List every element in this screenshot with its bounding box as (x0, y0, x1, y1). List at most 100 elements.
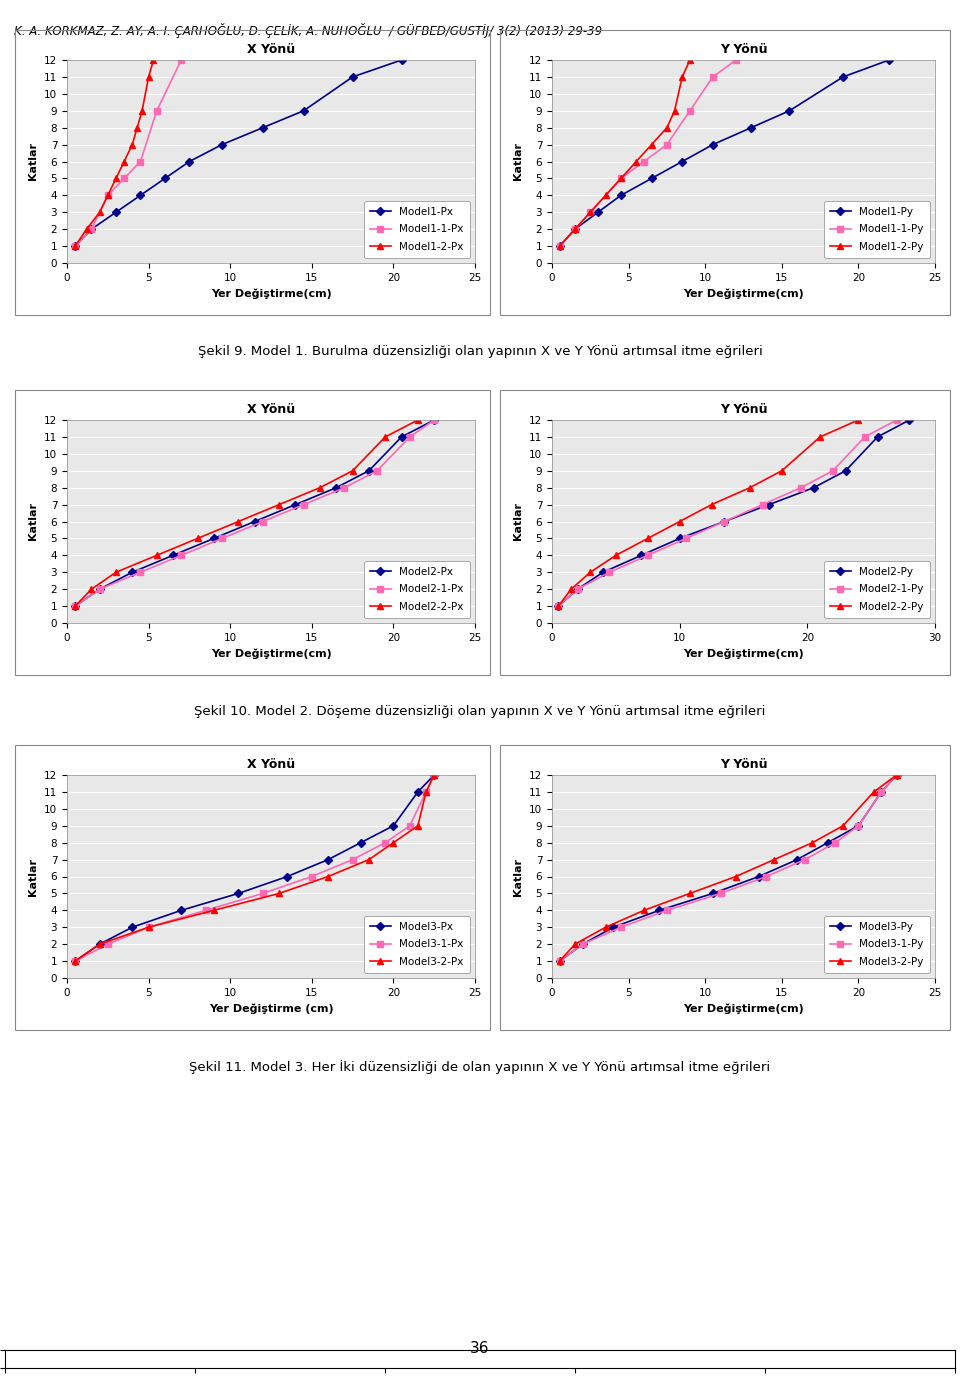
Model1-1-Px (151, 102, 162, 118)
Model3-2-Py (768, 852, 780, 868)
Model3-1-Py (577, 936, 588, 952)
Model3-1-Py (760, 868, 772, 885)
Model1-1-Py (731, 52, 742, 69)
Model3-1-Py (876, 784, 887, 801)
Model1-Px (69, 238, 81, 255)
Model2-1-Py (681, 530, 692, 546)
Model2-Py (808, 479, 820, 495)
Title: X Yönü: X Yönü (247, 43, 295, 56)
Y-axis label: Katlar: Katlar (514, 857, 523, 896)
Model2-Px (94, 581, 106, 597)
Model2-1-Py (859, 429, 871, 446)
Line: Model2-1-Px: Model2-1-Px (72, 417, 437, 608)
Model2-Px (290, 497, 301, 513)
Model1-Py (592, 204, 604, 220)
Model3-1-Px (200, 903, 211, 919)
Legend: Model2-Px, Model2-1-Px, Model2-2-Px: Model2-Px, Model2-1-Px, Model2-2-Px (364, 560, 469, 618)
X-axis label: Yer Değiştirme(cm): Yer Değiştirme(cm) (684, 648, 804, 659)
Model3-Py (608, 919, 619, 936)
Model3-Py (822, 834, 833, 850)
Line: Model3-2-Px: Model3-2-Px (72, 772, 437, 963)
Model3-1-Py (829, 834, 841, 850)
Line: Model3-1-Py: Model3-1-Py (557, 772, 900, 963)
Model3-2-Py (554, 952, 565, 969)
Model2-1-Px (372, 462, 383, 479)
Model2-Px (208, 530, 220, 546)
Model3-Px (232, 885, 244, 901)
Model2-Py (763, 497, 775, 513)
Model2-2-Px (232, 513, 244, 530)
Model1-Py (745, 120, 756, 136)
Model2-Px (428, 411, 440, 428)
Model2-2-Py (610, 548, 621, 564)
Model2-2-Px (151, 548, 162, 564)
Model2-1-Px (339, 479, 350, 495)
Model3-Py (852, 817, 864, 834)
Line: Model3-1-Px: Model3-1-Px (72, 772, 437, 963)
Title: Y Yönü: Y Yönü (720, 43, 767, 56)
Model2-Px (127, 564, 138, 581)
Model3-1-Px (379, 834, 391, 850)
Model1-2-Px (81, 222, 92, 238)
Title: X Yönü: X Yönü (247, 758, 295, 771)
Model3-2-Px (363, 852, 374, 868)
Model3-2-Px (143, 919, 155, 936)
Model3-1-Py (891, 766, 902, 783)
Model2-2-Px (347, 462, 358, 479)
Model3-1-Py (852, 817, 864, 834)
Line: Model2-2-Px: Model2-2-Px (72, 417, 420, 608)
Model3-2-Py (731, 868, 742, 885)
Model3-2-Px (208, 903, 220, 919)
Model2-Py (840, 462, 852, 479)
Model1-2-Px (132, 120, 143, 136)
Model3-Px (176, 903, 187, 919)
Model1-Py (554, 238, 565, 255)
Model2-1-Px (134, 564, 146, 581)
Model1-Px (396, 52, 407, 69)
Model3-2-Px (323, 868, 334, 885)
Legend: Model3-Px, Model3-1-Px, Model3-2-Px: Model3-Px, Model3-1-Px, Model3-2-Px (364, 915, 469, 973)
Model1-2-Py (631, 153, 642, 169)
Model2-2-Px (192, 530, 204, 546)
Model1-1-Py (684, 102, 696, 118)
Model3-Px (281, 868, 293, 885)
Model3-1-Px (257, 885, 269, 901)
Model1-Px (298, 102, 309, 118)
Model3-2-Px (94, 936, 106, 952)
Model1-Py (569, 222, 581, 238)
X-axis label: Yer Değiştirme(cm): Yer Değiştirme(cm) (684, 289, 804, 299)
Model1-Px (183, 153, 195, 169)
Model3-Px (127, 919, 138, 936)
Model1-Py (708, 136, 719, 153)
Model3-2-Py (684, 885, 696, 901)
Model1-1-Px (85, 222, 97, 238)
Model2-1-Py (828, 462, 839, 479)
Model3-1-Px (428, 766, 440, 783)
Model2-2-Py (585, 564, 596, 581)
Model1-Px (257, 120, 269, 136)
Model3-1-Px (306, 868, 318, 885)
Model1-2-Px (69, 238, 81, 255)
Model3-2-Px (388, 834, 399, 850)
Model2-2-Py (706, 497, 717, 513)
Model1-2-Px (127, 136, 138, 153)
Model1-1-Py (569, 222, 581, 238)
Model3-2-Py (891, 766, 902, 783)
Model1-1-Px (102, 187, 113, 204)
Model1-2-Px (110, 171, 122, 187)
Model2-1-Px (69, 597, 81, 614)
Model1-1-Px (176, 52, 187, 69)
Y-axis label: Katlar: Katlar (29, 143, 38, 180)
Text: Şekil 11. Model 3. Her İki düzensizliği de olan yapının X ve Y Yönü artımsal itm: Şekil 11. Model 3. Her İki düzensizliği … (189, 1060, 771, 1075)
Model2-Py (872, 429, 883, 446)
Model1-2-Py (585, 204, 596, 220)
Model3-2-Px (69, 952, 81, 969)
Model2-1-Py (642, 548, 654, 564)
Model3-Py (577, 936, 588, 952)
Model2-2-Py (553, 597, 564, 614)
Model1-Px (347, 69, 358, 85)
Model1-1-Py (585, 204, 596, 220)
Model2-1-Px (216, 530, 228, 546)
Model3-Px (412, 784, 423, 801)
X-axis label: Yer Değiştirme(cm): Yer Değiştirme(cm) (684, 1003, 804, 1014)
